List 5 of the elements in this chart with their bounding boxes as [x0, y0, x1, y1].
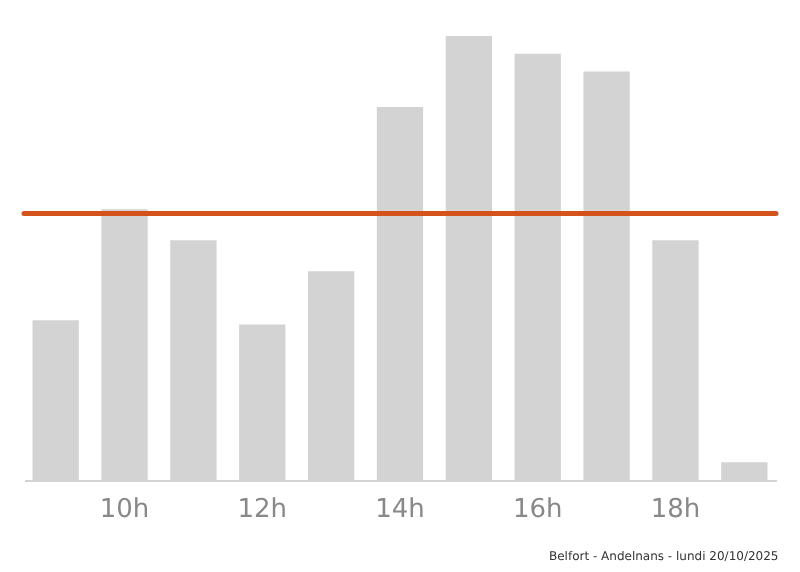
x-tick-label: 18h — [650, 495, 701, 525]
x-tick-label: 14h — [375, 495, 425, 525]
x-tick-label: 10h — [99, 495, 150, 525]
x-tick-label: 12h — [237, 495, 288, 525]
x-tick-label: 16h — [512, 495, 563, 525]
